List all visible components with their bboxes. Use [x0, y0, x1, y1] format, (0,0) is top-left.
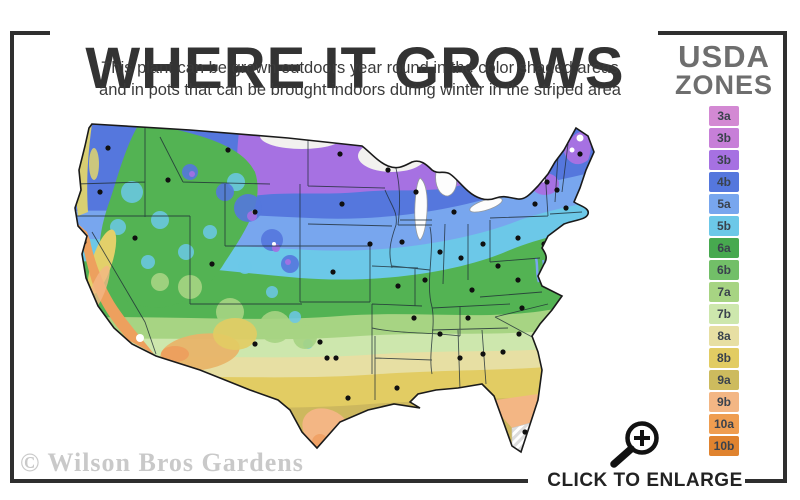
city-dot: [495, 263, 501, 269]
city-dot: [554, 187, 560, 193]
city-dot: [395, 283, 401, 289]
city-dot: [465, 315, 471, 321]
city-dot: [451, 209, 457, 215]
city-dot: [252, 341, 258, 347]
magnifier-plus-icon[interactable]: [604, 414, 668, 474]
zone-chip-8: 7a: [709, 282, 739, 302]
city-dot: [333, 355, 339, 361]
zone-chip-9: 7b: [709, 304, 739, 324]
frame-bottom-left: [10, 479, 528, 483]
frame-left: [10, 31, 14, 483]
city-dot: [399, 239, 405, 245]
city-dot: [532, 201, 538, 207]
zone-chip-7: 6b: [709, 260, 739, 280]
city-dot: [317, 339, 323, 345]
zone-chip-1: 3b: [709, 128, 739, 148]
usda-zones-legend: USDA ZONES 3a 3b 3b 4b 5a 5b 6a 6b 7a 7b 8a 8b 9a 9b 1…: [662, 39, 786, 458]
city-dot: [97, 189, 103, 195]
legend-heading-zones: ZONES: [674, 70, 773, 100]
city-dot: [330, 269, 336, 275]
city-dot: [225, 147, 231, 153]
city-dot: [132, 235, 138, 241]
city-dot: [422, 277, 428, 283]
city-dot: [437, 331, 443, 337]
zone-chip-11: 8b: [709, 348, 739, 368]
city-dot: [480, 351, 486, 357]
city-dot: [345, 395, 351, 401]
city-dot: [457, 355, 463, 361]
city-dot: [563, 205, 569, 211]
zone-chip-10: 8a: [709, 326, 739, 346]
watermark: © Wilson Bros Gardens: [20, 448, 304, 477]
city-dot: [458, 255, 464, 261]
city-dot: [165, 177, 171, 183]
city-dot: [519, 305, 525, 311]
usda-zone-map-svg: [74, 123, 595, 454]
frame-top-left: [10, 31, 50, 35]
subtitle-line-2: and in pots that can be brought indoors …: [99, 80, 621, 99]
city-dot: [252, 209, 258, 215]
city-dot: [337, 151, 343, 157]
city-dot: [544, 179, 550, 185]
frame-top-right: [658, 31, 787, 35]
city-dot: [516, 331, 522, 337]
city-dot: [577, 151, 583, 157]
zone-chip-4: 5a: [709, 194, 739, 214]
city-dot: [339, 201, 345, 207]
subtitle: This plant can be grown outdoors year ro…: [70, 58, 650, 102]
city-dot: [105, 145, 111, 151]
us-outline: [74, 123, 595, 454]
zone-chip-12: 9a: [709, 370, 739, 390]
city-dot: [500, 349, 506, 355]
city-dot: [437, 249, 443, 255]
zone-chip-5: 5b: [709, 216, 739, 236]
click-to-enlarge-button[interactable]: CLICK TO ENLARGE: [547, 470, 743, 491]
city-dot: [324, 355, 330, 361]
city-dot: [411, 315, 417, 321]
usda-zone-map[interactable]: [40, 112, 610, 464]
city-dot: [480, 241, 486, 247]
zone-chip-2: 3b: [709, 150, 739, 170]
city-dot: [385, 167, 391, 173]
zone-chip-list: 3a 3b 3b 4b 5a 5b 6a 6b 7a 7b 8a 8b 9a 9b 10a 10b: [662, 106, 786, 456]
frame-right: [783, 31, 787, 483]
zone-chip-3: 4b: [709, 172, 739, 192]
city-dot: [515, 235, 521, 241]
zone-chip-15: 10b: [709, 436, 739, 456]
zone-chip-13: 9b: [709, 392, 739, 412]
zone-chip-0: 3a: [709, 106, 739, 126]
city-dot: [367, 241, 373, 247]
frame-bottom-right: [745, 479, 787, 483]
city-dot: [413, 189, 419, 195]
page-title: WHERE IT GROWS: [85, 35, 625, 101]
city-dot: [515, 277, 521, 283]
city-dot: [394, 385, 400, 391]
subtitle-line-1: This plant can be grown outdoors year ro…: [101, 59, 619, 77]
city-dot: [209, 261, 215, 267]
city-dot: [469, 287, 475, 293]
zone-chip-14: 10a: [709, 414, 739, 434]
legend-heading-usda: USDA: [678, 39, 770, 74]
zone-chip-6: 6a: [709, 238, 739, 258]
